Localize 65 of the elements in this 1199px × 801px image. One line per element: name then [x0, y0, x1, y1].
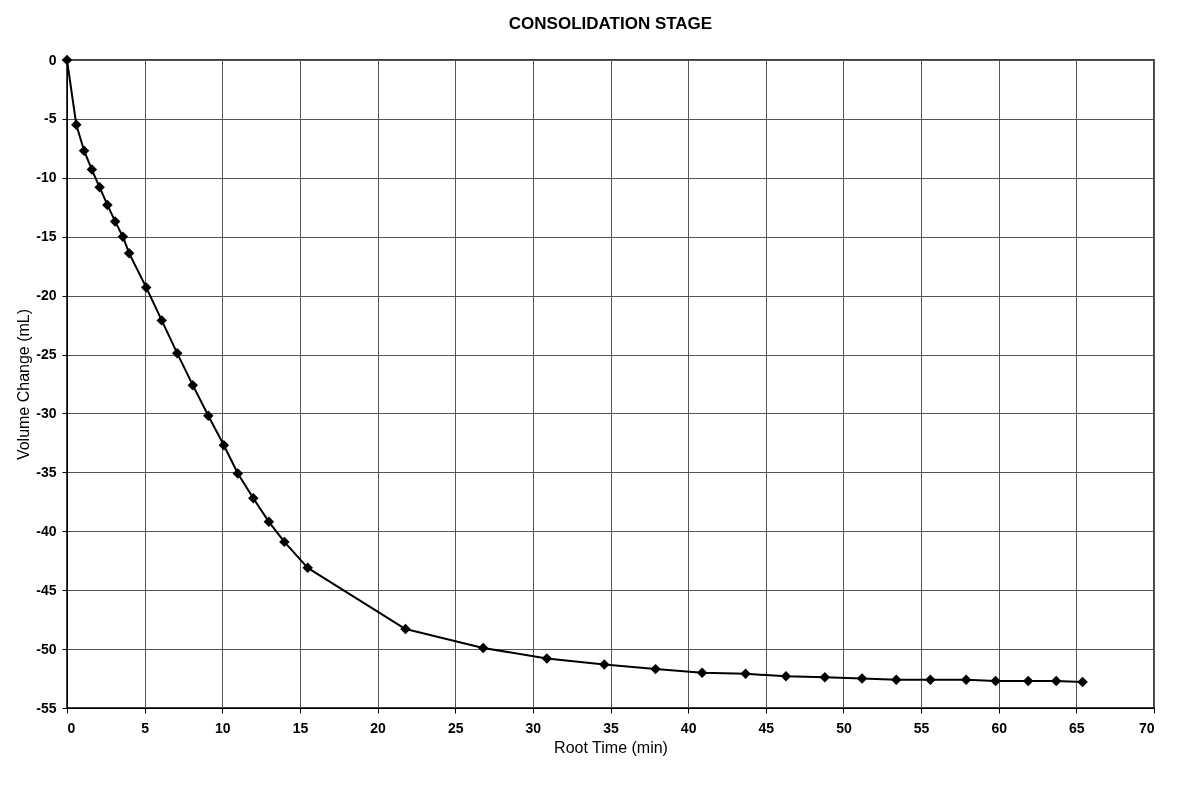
point: [856, 673, 868, 684]
point: [541, 653, 553, 664]
point: [960, 674, 972, 685]
y-tick-label: -35: [36, 463, 57, 480]
point: [477, 642, 489, 654]
point: [279, 536, 290, 548]
chart-title: CONSOLIDATION STAGE: [508, 14, 713, 33]
point: [696, 667, 708, 678]
y-tick-label: -25: [36, 346, 57, 363]
point: [925, 674, 936, 685]
point: [248, 493, 259, 504]
point: [890, 674, 902, 685]
x-tick-label: 45: [758, 719, 775, 736]
point: [94, 182, 105, 193]
point: [117, 231, 129, 242]
point: [819, 672, 831, 683]
x-tick-label: 15: [292, 719, 309, 736]
y-tick-label: 0: [48, 51, 57, 68]
y-tick-label: -55: [36, 699, 57, 716]
x-tick-label: 60: [991, 719, 1008, 736]
point: [650, 663, 661, 675]
x-tick-label: 5: [141, 719, 150, 736]
point: [156, 315, 167, 326]
x-tick-label: 0: [67, 719, 76, 736]
point: [780, 670, 792, 682]
y-tick-label: -30: [36, 404, 57, 421]
x-tick-label: 25: [447, 719, 464, 736]
point: [172, 348, 183, 359]
point: [187, 379, 199, 391]
y-tick-label: -20: [36, 287, 57, 304]
x-tick-label: 65: [1069, 719, 1085, 736]
y-tick-label: -40: [36, 522, 57, 539]
y-tick-label: -15: [36, 228, 57, 245]
point: [71, 119, 82, 131]
point: [78, 145, 90, 156]
x-tick-label: 70: [1138, 719, 1155, 736]
x-tick-label: 35: [603, 719, 619, 736]
x-tick-label: 30: [525, 719, 542, 736]
y-tick-label: -50: [36, 640, 57, 657]
point: [102, 199, 113, 211]
point: [302, 562, 313, 574]
x-tick-label: 10: [215, 719, 231, 736]
point: [263, 516, 275, 528]
point: [109, 216, 121, 227]
point: [400, 623, 411, 635]
x-tick-label: 50: [836, 719, 852, 736]
point: [232, 468, 244, 479]
x-tick-label: 55: [913, 719, 930, 736]
point: [61, 54, 73, 66]
point: [140, 282, 152, 293]
point: [990, 675, 1001, 687]
point: [1077, 676, 1088, 688]
point: [218, 440, 230, 451]
point: [123, 247, 135, 259]
x-tick-label: 20: [370, 719, 387, 736]
point: [203, 410, 214, 422]
y-tick-label: -10: [36, 169, 57, 186]
y-tick-label: -45: [36, 581, 57, 598]
point: [599, 659, 610, 670]
x-tick-label: 40: [680, 719, 697, 736]
y-axis-title: Volume Change (mL): [15, 308, 33, 461]
x-axis-title: Root Time (min): [554, 738, 668, 756]
point: [86, 164, 98, 175]
y-tick-label: -5: [44, 110, 57, 127]
point: [740, 668, 751, 680]
